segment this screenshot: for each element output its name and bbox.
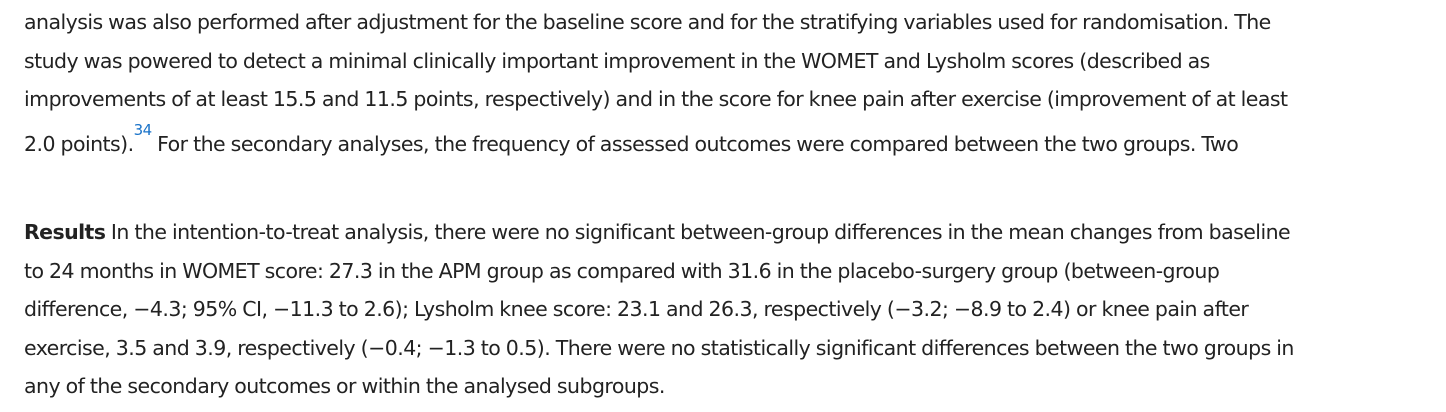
- methods-line-4-end: For the secondary analyses, the frequenc…: [151, 131, 1239, 156]
- article-body: analysis was also performed after adjust…: [24, 3, 1434, 406]
- results-paragraph: Results In the intention-to-treat analys…: [24, 213, 1434, 406]
- results-line-1-text: In the intention-to-treat analysis, ther…: [105, 220, 1291, 244]
- results-line-2: to 24 months in WOMET score: 27.3 in the…: [24, 258, 1220, 283]
- methods-line-2: study was powered to detect a minimal cl…: [24, 48, 1210, 73]
- results-line-1: Results In the intention-to-treat analys…: [24, 213, 1434, 252]
- methods-paragraph: analysis was also performed after adjust…: [24, 3, 1434, 157]
- methods-line-1: analysis was also performed after adjust…: [24, 10, 1271, 34]
- results-heading: Results: [24, 220, 106, 244]
- reference-link[interactable]: 34: [133, 120, 153, 139]
- results-line-3: difference, −4.3; 95% CI, −11.3 to 2.6);…: [24, 297, 1249, 321]
- results-line-5: any of the secondary outcomes or within …: [24, 374, 665, 398]
- methods-line-4: 2.0 points).34 For the secondary analyse…: [24, 119, 1434, 158]
- paragraph-spacer: [24, 157, 1434, 213]
- methods-line-3: improvements of at least 15.5 and 11.5 p…: [24, 87, 1288, 111]
- methods-line-4-start: 2.0 points).: [24, 131, 134, 156]
- results-line-4: exercise, 3.5 and 3.9, respectively (−0.…: [24, 335, 1294, 360]
